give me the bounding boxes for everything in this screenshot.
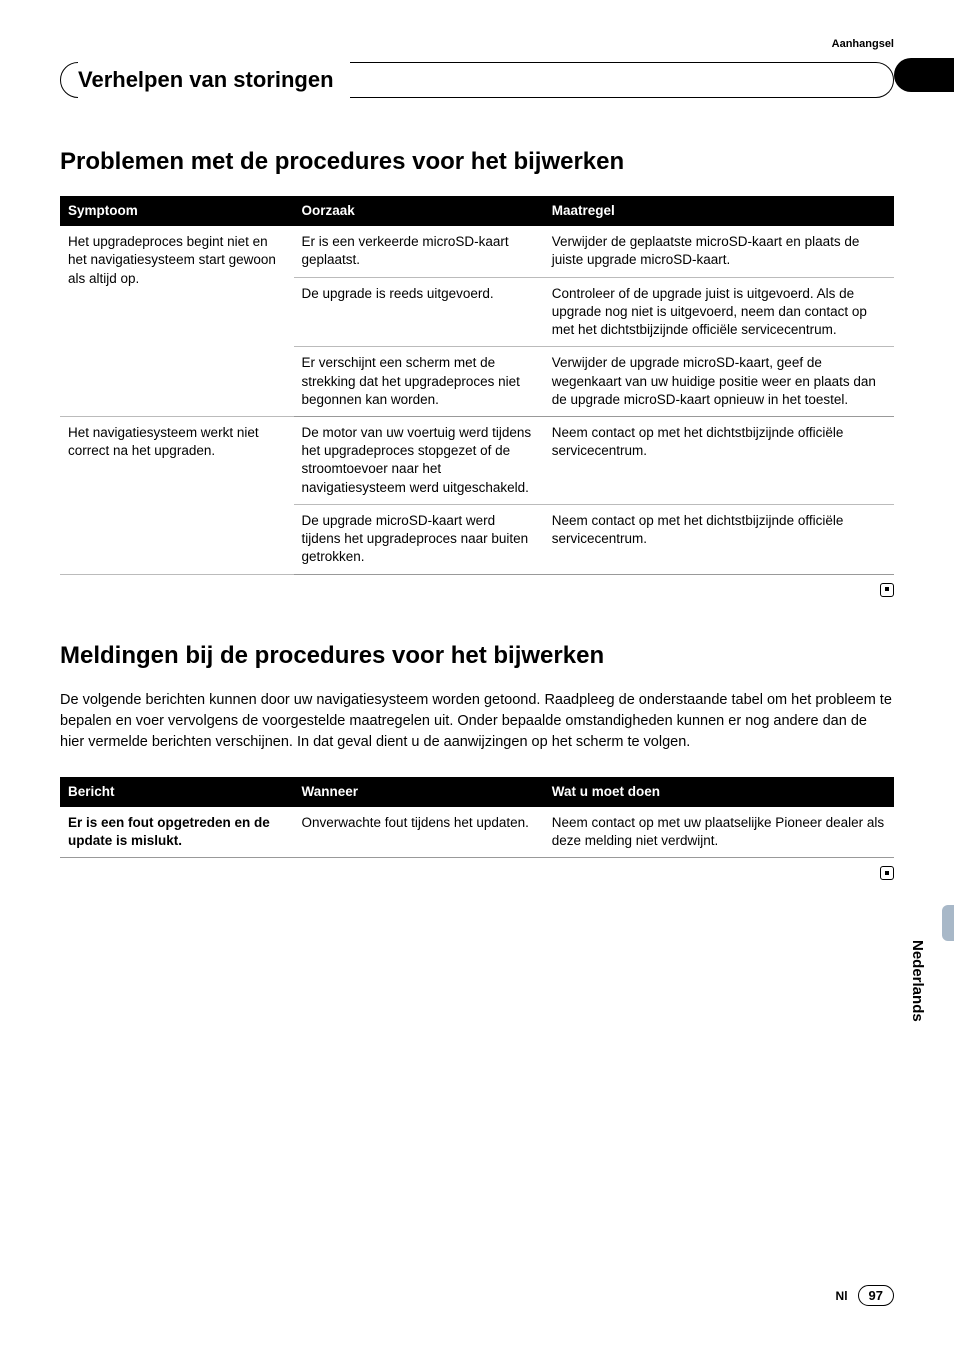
section-end-mark-2 [60, 866, 894, 885]
table-row: Het upgradeproces begint niet en het nav… [60, 226, 894, 277]
t1-r0-symptom: Het upgradeproces begint niet en het nav… [60, 226, 294, 416]
section-end-mark [60, 583, 894, 602]
table-row: Er is een fout opgetreden en de update i… [60, 807, 894, 858]
t1-r0-action: Verwijder de geplaatste microSD-kaart en… [544, 226, 894, 277]
t2-h2: Wanneer [294, 777, 544, 807]
t2-h1: Bericht [60, 777, 294, 807]
t1-h1: Symptoom [60, 196, 294, 226]
end-square-icon [880, 866, 894, 880]
side-language-label: Nederlands [909, 940, 926, 1022]
table-row: Het navigatiesysteem werkt niet correct … [60, 416, 894, 504]
appendix-label: Aanhangsel [832, 38, 894, 50]
troubleshooting-table-2: Bericht Wanneer Wat u moet doen Er is ee… [60, 777, 894, 859]
heading-problems: Problemen met de procedures voor het bij… [60, 148, 894, 176]
t1-r1-cause: De upgrade is reeds uitgevoerd. [294, 277, 544, 347]
t2-h3: Wat u moet doen [544, 777, 894, 807]
t1-r1-action: Controleer of de upgrade juist is uitgev… [544, 277, 894, 347]
t1-r3-action: Neem contact op met het dichtstbijzijnde… [544, 416, 894, 504]
heading-messages: Meldingen bij de procedures voor het bij… [60, 642, 894, 670]
page-number: 97 [858, 1285, 894, 1306]
t1-r4-action: Neem contact op met het dichtstbijzijnde… [544, 504, 894, 574]
section-header: Verhelpen van storingen [60, 62, 894, 98]
end-square-icon [880, 583, 894, 597]
t1-r3-cause: De motor van uw voertuig werd tijdens he… [294, 416, 544, 504]
footer-lang-code: Nl [836, 1289, 848, 1303]
t2-r0-when: Onverwachte fout tijdens het updaten. [294, 807, 544, 858]
t1-h2: Oorzaak [294, 196, 544, 226]
section-header-title: Verhelpen van storingen [78, 62, 350, 98]
t1-r0-cause: Er is een verkeerde microSD-kaart geplaa… [294, 226, 544, 277]
t2-r0-msg: Er is een fout opgetreden en de update i… [60, 807, 294, 858]
t1-r3-symptom: Het navigatiesysteem werkt niet correct … [60, 416, 294, 574]
page-footer: Nl 97 [836, 1285, 894, 1306]
t2-r0-todo: Neem contact op met uw plaatselijke Pion… [544, 807, 894, 858]
intro-paragraph: De volgende berichten kunnen door uw nav… [60, 690, 894, 753]
t1-r4-cause: De upgrade microSD-kaart werd tijdens he… [294, 504, 544, 574]
t1-r2-cause: Er verschijnt een scherm met de strekkin… [294, 347, 544, 417]
t1-r2-action: Verwijder de upgrade microSD-kaart, geef… [544, 347, 894, 417]
side-accent-bar [942, 905, 954, 941]
side-tab [894, 58, 954, 92]
troubleshooting-table-1: Symptoom Oorzaak Maatregel Het upgradepr… [60, 196, 894, 575]
t1-h3: Maatregel [544, 196, 894, 226]
